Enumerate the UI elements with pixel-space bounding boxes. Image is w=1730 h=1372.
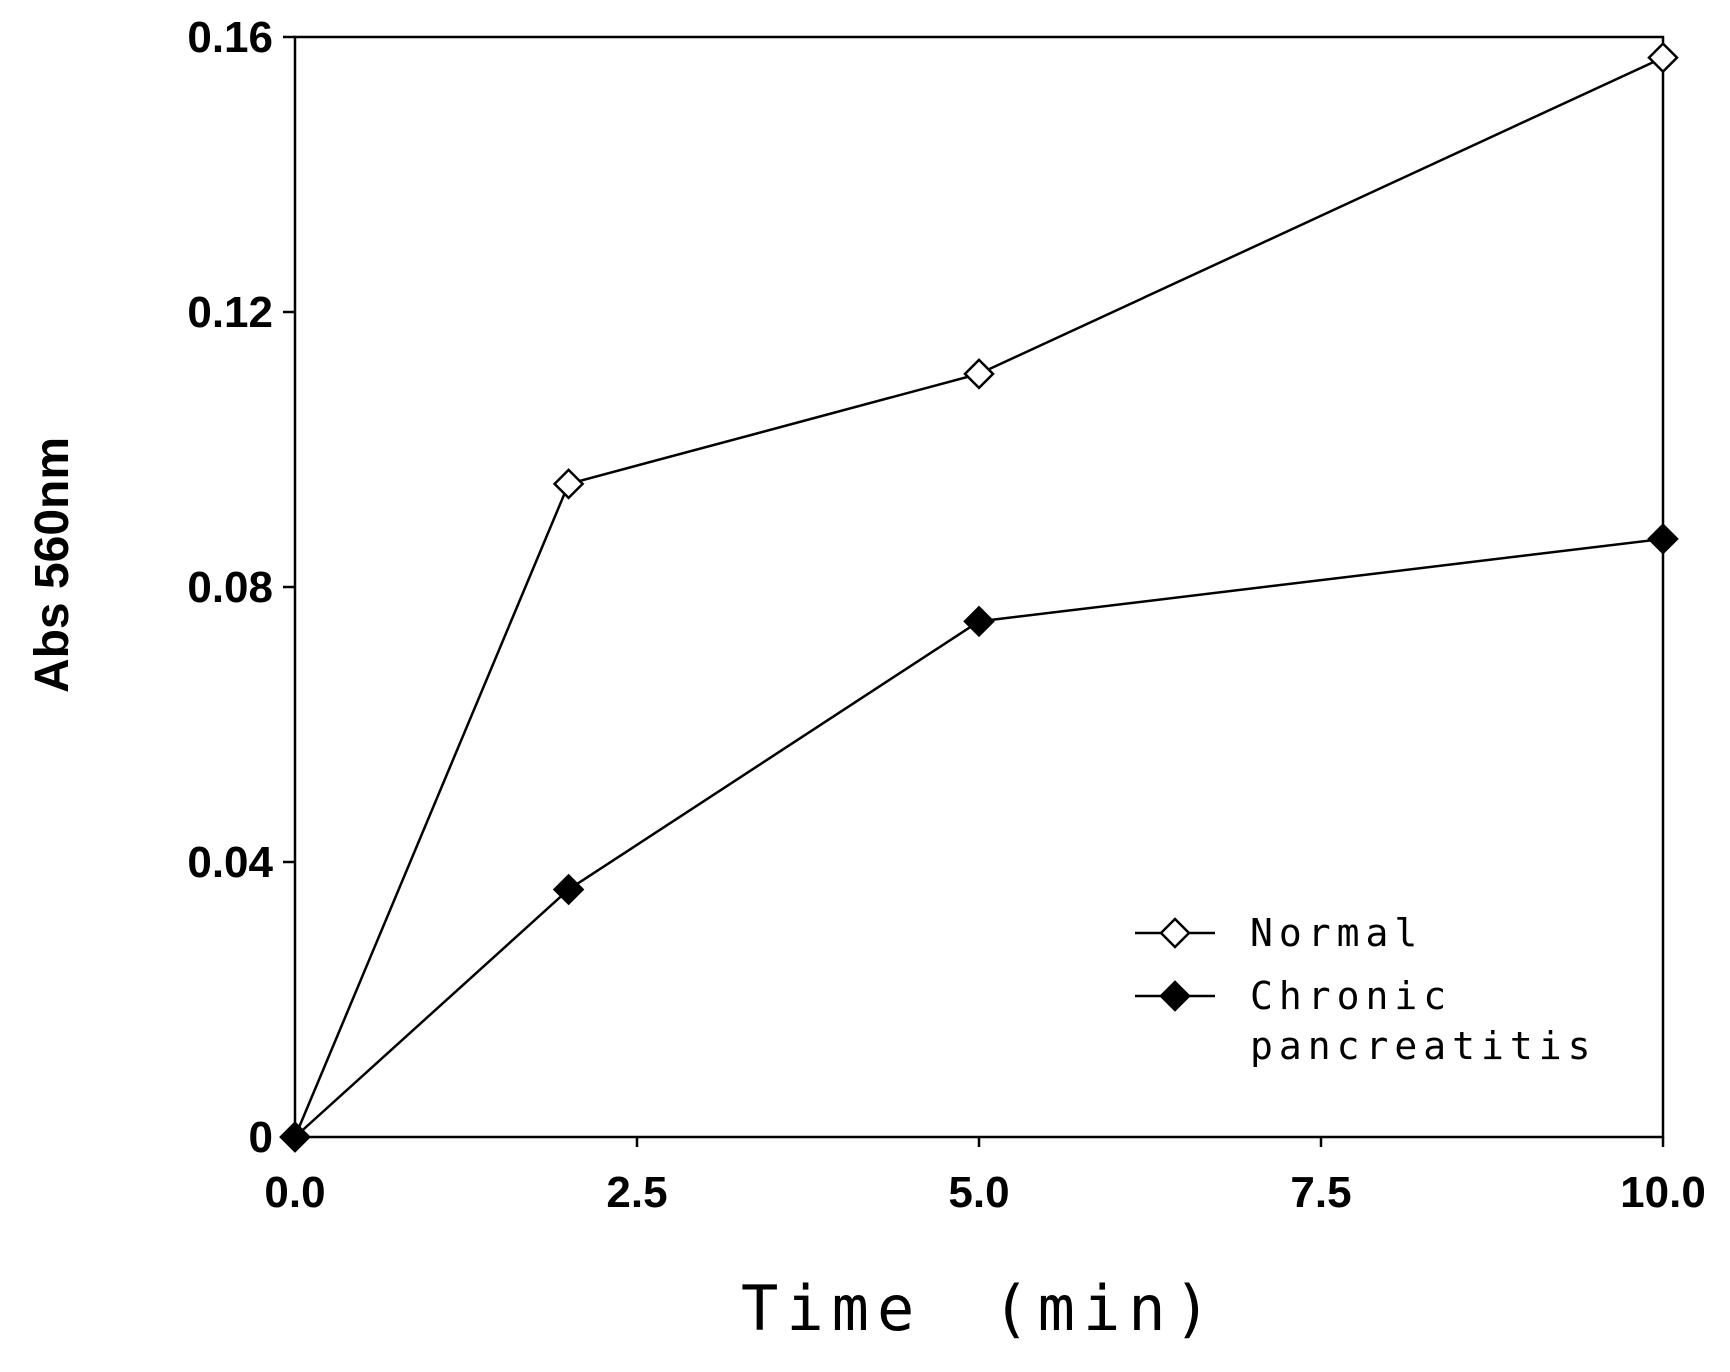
legend-label: Normal bbox=[1250, 911, 1423, 955]
x-tick-label: 0.0 bbox=[264, 1168, 325, 1217]
y-axis-label: Abs 560nm bbox=[26, 437, 79, 693]
legend-label: Chronic bbox=[1250, 974, 1452, 1018]
y-tick-label: 0.08 bbox=[187, 563, 273, 612]
x-tick-label: 7.5 bbox=[1290, 1168, 1351, 1217]
plot-frame bbox=[295, 37, 1663, 1137]
data-point-normal bbox=[555, 470, 583, 498]
legend-label: pancreatitis bbox=[1250, 1024, 1597, 1068]
x-tick-label: 10.0 bbox=[1620, 1168, 1706, 1217]
y-tick-label: 0.16 bbox=[187, 13, 273, 62]
series-line-normal bbox=[295, 58, 1663, 1137]
x-axis-label: Time (min) bbox=[741, 1272, 1219, 1345]
x-tick-label: 2.5 bbox=[606, 1168, 667, 1217]
y-tick-label: 0.04 bbox=[187, 838, 273, 887]
data-point-chronic-pancreatitis bbox=[1649, 525, 1677, 553]
y-tick-label: 0 bbox=[249, 1113, 273, 1162]
legend-marker-normal bbox=[1161, 919, 1189, 947]
data-point-normal bbox=[1649, 44, 1677, 72]
data-point-normal bbox=[965, 360, 993, 388]
legend-marker-chronic-pancreatitis bbox=[1161, 982, 1189, 1010]
y-tick-label: 0.12 bbox=[187, 288, 273, 337]
x-tick-label: 5.0 bbox=[948, 1168, 1009, 1217]
data-point-chronic-pancreatitis bbox=[965, 607, 993, 635]
